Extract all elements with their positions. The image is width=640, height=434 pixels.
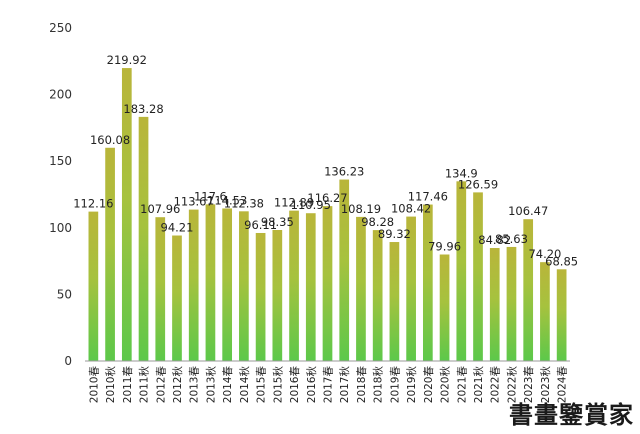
- bar: [523, 219, 534, 361]
- x-tick-label: 2017春: [323, 366, 335, 404]
- bar: [188, 209, 199, 361]
- x-tick-label: 2012秋: [171, 366, 184, 404]
- x-tick-label: 2017秋: [338, 366, 351, 404]
- data-label: 108.42: [391, 202, 431, 216]
- bar: [506, 246, 517, 361]
- bar: [305, 213, 316, 361]
- x-tick-label: 2020春: [423, 366, 435, 404]
- x-tick-label: 2019秋: [405, 366, 418, 404]
- data-label: 96.11: [244, 218, 277, 232]
- x-tick-label: 2020秋: [439, 366, 452, 404]
- data-label: 89.32: [378, 227, 411, 241]
- bar: [456, 181, 467, 361]
- bar: [356, 216, 366, 361]
- bar: [138, 116, 149, 362]
- bar: [322, 206, 333, 361]
- bar: [556, 269, 567, 361]
- bar: [205, 204, 216, 361]
- bar: [540, 262, 550, 361]
- data-label: 113.67: [174, 195, 214, 209]
- bar: [239, 211, 249, 361]
- data-label: 94.21: [161, 221, 194, 235]
- bar: [422, 204, 433, 361]
- bar: [255, 232, 266, 361]
- data-label: 85.63: [495, 232, 528, 246]
- bar: [88, 211, 99, 361]
- x-tick-label: 2010春: [88, 366, 100, 404]
- x-tick-label: 2018春: [356, 366, 368, 404]
- data-label: 110.95: [291, 198, 331, 212]
- data-label: 126.59: [458, 177, 498, 191]
- y-axis: 0 50 100 150 200 250: [49, 21, 72, 368]
- bar: [272, 229, 283, 361]
- data-label: 107.96: [140, 202, 180, 216]
- x-tick-label: 2015秋: [271, 366, 284, 404]
- data-labels: 112.16 160.08 219.92 183.28 107.96 94.21 113.6…: [73, 53, 578, 268]
- bar: [339, 179, 350, 361]
- x-tick-label: 2022春: [490, 366, 502, 404]
- x-axis: 2010春 2010秋 2011春 2011秋 2012春 2012秋 2013春 2013秋…: [85, 360, 570, 404]
- data-label: 183.28: [123, 102, 163, 116]
- y-tick-label: 50: [57, 287, 72, 301]
- x-tick-label: 2016春: [289, 366, 301, 404]
- y-tick-label: 150: [49, 154, 72, 168]
- x-tick-label: 2019春: [389, 366, 401, 404]
- bar: [406, 216, 416, 361]
- x-tick-label: 2011春: [122, 366, 134, 404]
- y-tick-label: 250: [49, 21, 72, 35]
- y-tick-label: 100: [49, 221, 72, 235]
- bar: [289, 210, 299, 361]
- x-tick-label: 2014春: [222, 366, 234, 404]
- y-tick-label: 200: [49, 88, 72, 102]
- bar: [172, 235, 182, 361]
- x-tick-label: 2010秋: [104, 366, 117, 404]
- watermark-logo: 書畫鑒賞家: [509, 400, 634, 429]
- data-label: 98.28: [361, 215, 394, 229]
- bar: [105, 147, 115, 361]
- data-label: 134.9: [445, 166, 478, 180]
- x-tick-label: 2021秋: [472, 366, 485, 404]
- data-label: 84.82: [478, 233, 511, 247]
- bar: [389, 242, 400, 361]
- bar: [121, 68, 132, 361]
- x-tick-label: 2022秋: [505, 366, 518, 404]
- x-tick-label: 2023秋: [539, 366, 552, 404]
- data-label: 116.27: [307, 191, 347, 205]
- data-label: 79.96: [428, 239, 461, 253]
- x-tick-label: 2013春: [189, 366, 201, 404]
- bar: [222, 208, 233, 361]
- data-label: 117.46: [408, 190, 448, 204]
- x-tick-label: 2016秋: [305, 366, 318, 404]
- x-tick-label: 2012春: [155, 366, 167, 404]
- x-tick-label: 2018秋: [372, 366, 385, 404]
- bar: [473, 192, 483, 361]
- data-label: 112.16: [73, 197, 113, 211]
- data-label: 108.19: [341, 202, 381, 216]
- data-label: 112.89: [274, 196, 314, 210]
- data-label: 114.53: [207, 193, 247, 207]
- data-label: 74.20: [528, 247, 561, 261]
- x-tick-label: 2011秋: [138, 366, 151, 404]
- x-tick-label: 2023春: [523, 366, 535, 404]
- x-tick-label: 2013秋: [204, 366, 217, 404]
- x-tick-label: 2014秋: [238, 366, 251, 404]
- bar: [489, 248, 500, 361]
- data-label: 68.85: [545, 254, 578, 268]
- bars: [88, 68, 567, 362]
- data-label: 219.92: [107, 53, 147, 67]
- data-label: 117.6: [194, 189, 227, 203]
- x-tick-label: 2024春: [557, 366, 569, 404]
- data-label: 112.38: [224, 196, 264, 210]
- data-label: 160.08: [90, 133, 130, 147]
- data-label: 98.35: [261, 215, 294, 229]
- y-tick-label: 0: [64, 354, 72, 368]
- x-tick-label: 2015春: [256, 366, 268, 404]
- bar: [439, 254, 450, 361]
- bar: [372, 230, 383, 361]
- data-label: 136.23: [324, 165, 364, 179]
- bar: [155, 217, 166, 361]
- x-tick-label: 2021春: [456, 366, 468, 404]
- data-label: 106.47: [508, 204, 548, 218]
